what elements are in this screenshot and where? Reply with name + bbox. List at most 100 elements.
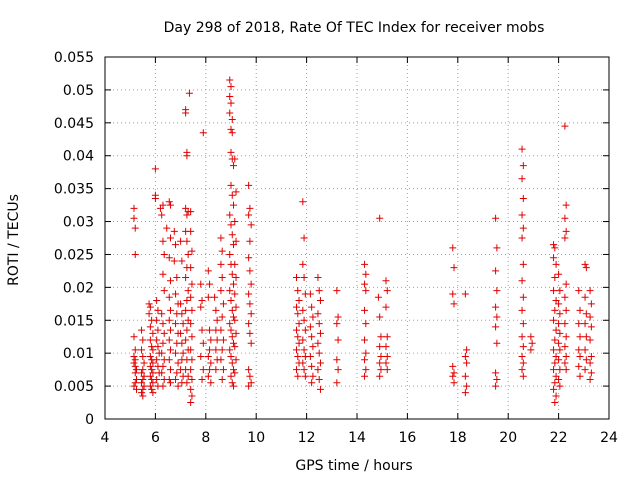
data-point — [309, 313, 317, 321]
y-tick-label: 0.025 — [54, 247, 94, 263]
data-point — [293, 366, 301, 374]
data-point — [300, 366, 308, 374]
data-point — [232, 303, 240, 311]
data-point — [231, 369, 239, 377]
data-point — [231, 260, 239, 268]
y-tick-labels: 0 0.005 0.01 0.015 0.02 0.025 0.03 0.035 0.04 0.0… — [54, 50, 94, 428]
data-point — [138, 326, 146, 334]
data-point — [231, 343, 239, 351]
data-point — [245, 254, 253, 262]
data-point — [519, 320, 527, 328]
data-point — [382, 343, 390, 351]
data-point — [306, 352, 314, 360]
data-point — [187, 385, 195, 393]
data-point — [140, 382, 148, 390]
data-point — [167, 346, 175, 354]
data-point — [492, 323, 500, 331]
data-point — [575, 320, 583, 328]
data-point — [333, 379, 341, 387]
data-point — [167, 379, 175, 387]
data-point — [182, 109, 190, 117]
data-point — [131, 369, 139, 377]
data-point — [227, 297, 235, 305]
data-point — [158, 349, 166, 357]
data-point — [183, 297, 191, 305]
data-point — [178, 339, 186, 347]
data-point — [299, 198, 307, 206]
data-point — [519, 224, 527, 232]
y-tick-label: 0.015 — [54, 313, 94, 329]
data-point — [550, 316, 558, 324]
data-point — [556, 287, 564, 295]
data-point — [334, 313, 342, 321]
data-point — [493, 244, 501, 252]
data-point — [187, 208, 195, 216]
data-point — [361, 336, 369, 344]
y-axis-label: ROTI / TECUs — [6, 194, 22, 286]
x-axis-label: GPS time / hours — [295, 458, 412, 474]
data-point — [149, 329, 157, 337]
data-point — [226, 287, 234, 295]
data-point — [231, 218, 239, 226]
data-point — [226, 320, 234, 328]
data-point — [217, 260, 225, 268]
y-tick-label: 0.01 — [63, 346, 94, 362]
data-point — [154, 306, 162, 314]
y-tick-label: 0.04 — [63, 149, 94, 165]
data-point — [184, 287, 192, 295]
data-point — [314, 310, 322, 318]
data-point — [333, 356, 341, 364]
data-point — [172, 290, 180, 298]
data-point — [562, 352, 570, 360]
data-point — [586, 313, 594, 321]
data-point — [218, 376, 226, 384]
data-point — [561, 234, 569, 242]
data-point — [199, 339, 207, 347]
data-point — [153, 297, 161, 305]
data-point — [159, 339, 167, 347]
data-point — [133, 366, 140, 374]
y-tick-label: 0.02 — [63, 280, 94, 296]
data-point — [382, 359, 390, 367]
data-point — [294, 333, 302, 341]
data-point — [576, 333, 584, 341]
data-point — [204, 372, 212, 380]
data-point — [183, 237, 191, 245]
data-point — [199, 366, 207, 374]
data-point — [133, 385, 140, 393]
data-point — [361, 306, 369, 314]
data-point — [139, 392, 147, 400]
data-point — [587, 352, 595, 360]
data-point — [376, 313, 384, 321]
x-tick-label: 16 — [398, 430, 416, 446]
data-point — [139, 376, 147, 384]
data-point — [362, 287, 370, 295]
data-point — [552, 392, 560, 400]
y-tick-label: 0.055 — [54, 50, 94, 66]
data-point — [463, 346, 471, 354]
data-point — [159, 201, 167, 209]
data-point — [315, 376, 323, 384]
data-point — [587, 323, 595, 331]
x-tick-label: 12 — [298, 430, 316, 446]
data-point — [293, 346, 301, 354]
data-point — [212, 366, 220, 374]
data-point — [555, 339, 563, 347]
data-point — [159, 270, 167, 278]
data-point — [228, 231, 236, 239]
data-point — [518, 306, 526, 314]
data-point — [182, 336, 190, 344]
data-point — [206, 346, 214, 354]
data-point — [314, 339, 322, 347]
data-point — [172, 349, 180, 357]
data-point — [187, 293, 195, 301]
x-tick-label: 24 — [600, 430, 618, 446]
data-point — [204, 352, 212, 360]
data-point — [207, 336, 215, 344]
data-point — [314, 366, 322, 374]
data-point — [382, 303, 390, 311]
data-point — [561, 214, 569, 222]
data-point — [245, 320, 253, 328]
data-point — [315, 287, 323, 295]
